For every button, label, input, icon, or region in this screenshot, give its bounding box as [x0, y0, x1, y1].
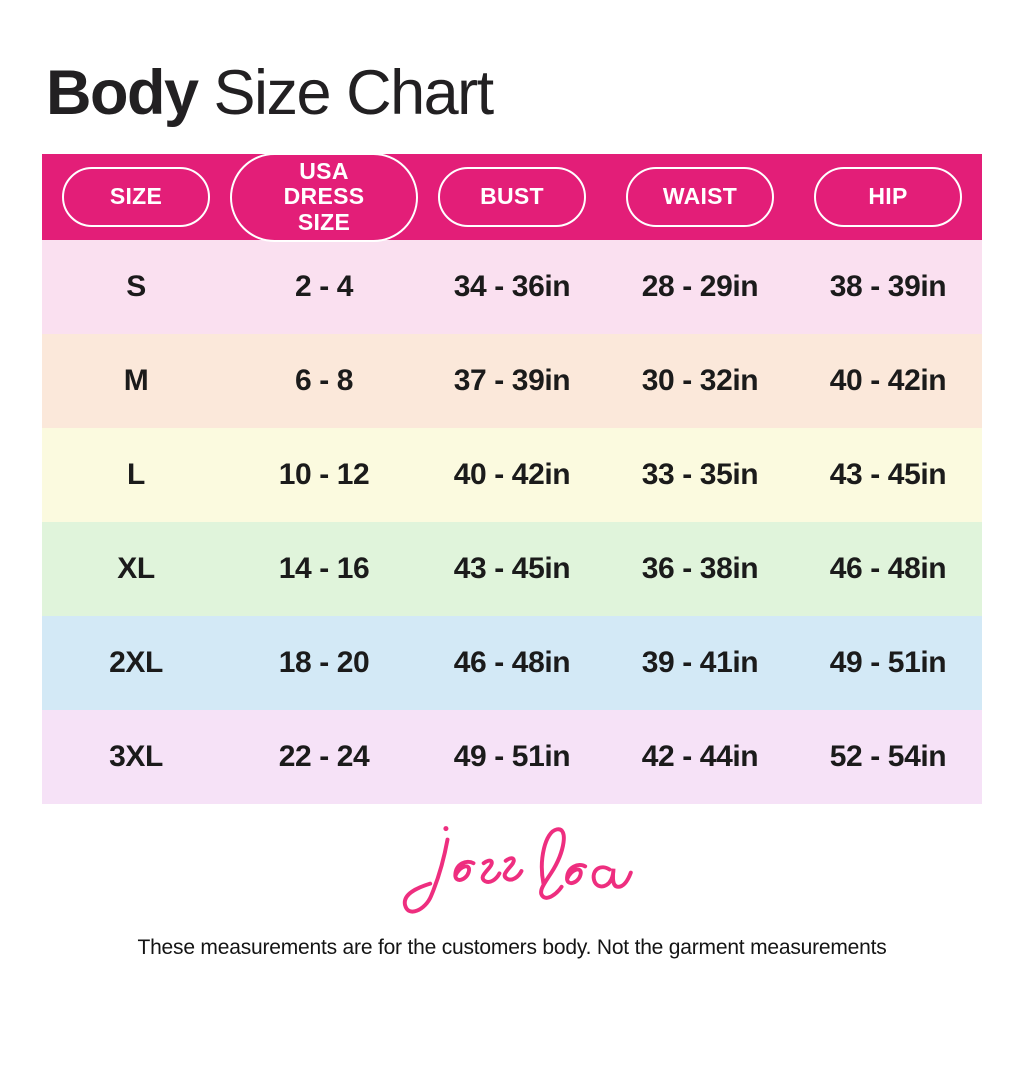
cell-bust: 46 - 48in — [453, 646, 571, 680]
cell-hip: 46 - 48in — [829, 552, 947, 586]
cell-size-label: 2XL — [109, 646, 163, 680]
table-row-m: M 6 - 8 37 - 39in 30 - 32in 40 - 42in — [42, 334, 982, 429]
cell-dress-size: 10 - 12 — [278, 458, 370, 492]
cell-hip: 38 - 39in — [829, 270, 947, 304]
cell-hip: 43 - 45in — [829, 458, 947, 492]
cell-waist: 39 - 41in — [641, 646, 759, 680]
header-pill-waist: WAIST — [626, 167, 774, 228]
cell-dress-size: 6 - 8 — [294, 364, 354, 398]
footer-note: These measurements are for the customers… — [137, 936, 887, 960]
cell-size-label: L — [127, 458, 145, 492]
cell-waist: 28 - 29in — [641, 270, 759, 304]
table-row-xl: XL 14 - 16 43 - 45in 36 - 38in 46 - 48in — [42, 522, 982, 617]
cell-bust: 43 - 45in — [453, 552, 571, 586]
table-row-3xl: 3XL 22 - 24 49 - 51in 42 - 44in 52 - 54i… — [42, 710, 982, 805]
cell-size-label: XL — [117, 552, 155, 586]
page-title: Body Size Chart — [46, 60, 982, 126]
cell-dress-size: 18 - 20 — [278, 646, 370, 680]
cell-waist: 33 - 35in — [641, 458, 759, 492]
header-pill-bust: BUST — [438, 167, 586, 228]
cell-size-label: M — [123, 364, 149, 398]
cell-waist: 36 - 38in — [641, 552, 759, 586]
cell-hip: 40 - 42in — [829, 364, 947, 398]
page-title-bold: Body — [46, 58, 199, 128]
table-header-row: SIZE USA DRESS SIZE BUST WAIST HIP — [42, 152, 982, 242]
cell-bust: 40 - 42in — [453, 458, 571, 492]
cell-size-label: S — [126, 270, 146, 304]
cell-hip: 49 - 51in — [829, 646, 947, 680]
table-row-s: S 2 - 4 34 - 36in 28 - 29in 38 - 39in — [42, 240, 982, 335]
page-title-regular: Size Chart — [213, 58, 495, 128]
cell-dress-size: 14 - 16 — [278, 552, 370, 586]
jess-lea-signature-icon — [402, 826, 633, 914]
table-row-l: L 10 - 12 40 - 42in 33 - 35in 43 - 45in — [42, 428, 982, 523]
header-pill-hip: HIP — [814, 167, 962, 228]
size-chart-page: Body Size Chart SIZE USA DRESS SIZE BUST… — [0, 60, 1024, 960]
cell-dress-size: 22 - 24 — [278, 740, 370, 774]
cell-waist: 42 - 44in — [641, 740, 759, 774]
table-row-2xl: 2XL 18 - 20 46 - 48in 39 - 41in 49 - 51i… — [42, 616, 982, 711]
cell-dress-size: 2 - 4 — [294, 270, 354, 304]
cell-bust: 49 - 51in — [453, 740, 571, 774]
cell-bust: 37 - 39in — [453, 364, 571, 398]
header-pill-size: SIZE — [62, 167, 210, 228]
size-chart-table: SIZE USA DRESS SIZE BUST WAIST HIP S 2 -… — [42, 152, 982, 805]
cell-bust: 34 - 36in — [453, 270, 571, 304]
cell-waist: 30 - 32in — [641, 364, 759, 398]
brand-signature: jess lea — [342, 814, 682, 936]
header-pill-dress-size: USA DRESS SIZE — [230, 152, 418, 242]
cell-size-label: 3XL — [109, 740, 163, 774]
cell-hip: 52 - 54in — [829, 740, 947, 774]
